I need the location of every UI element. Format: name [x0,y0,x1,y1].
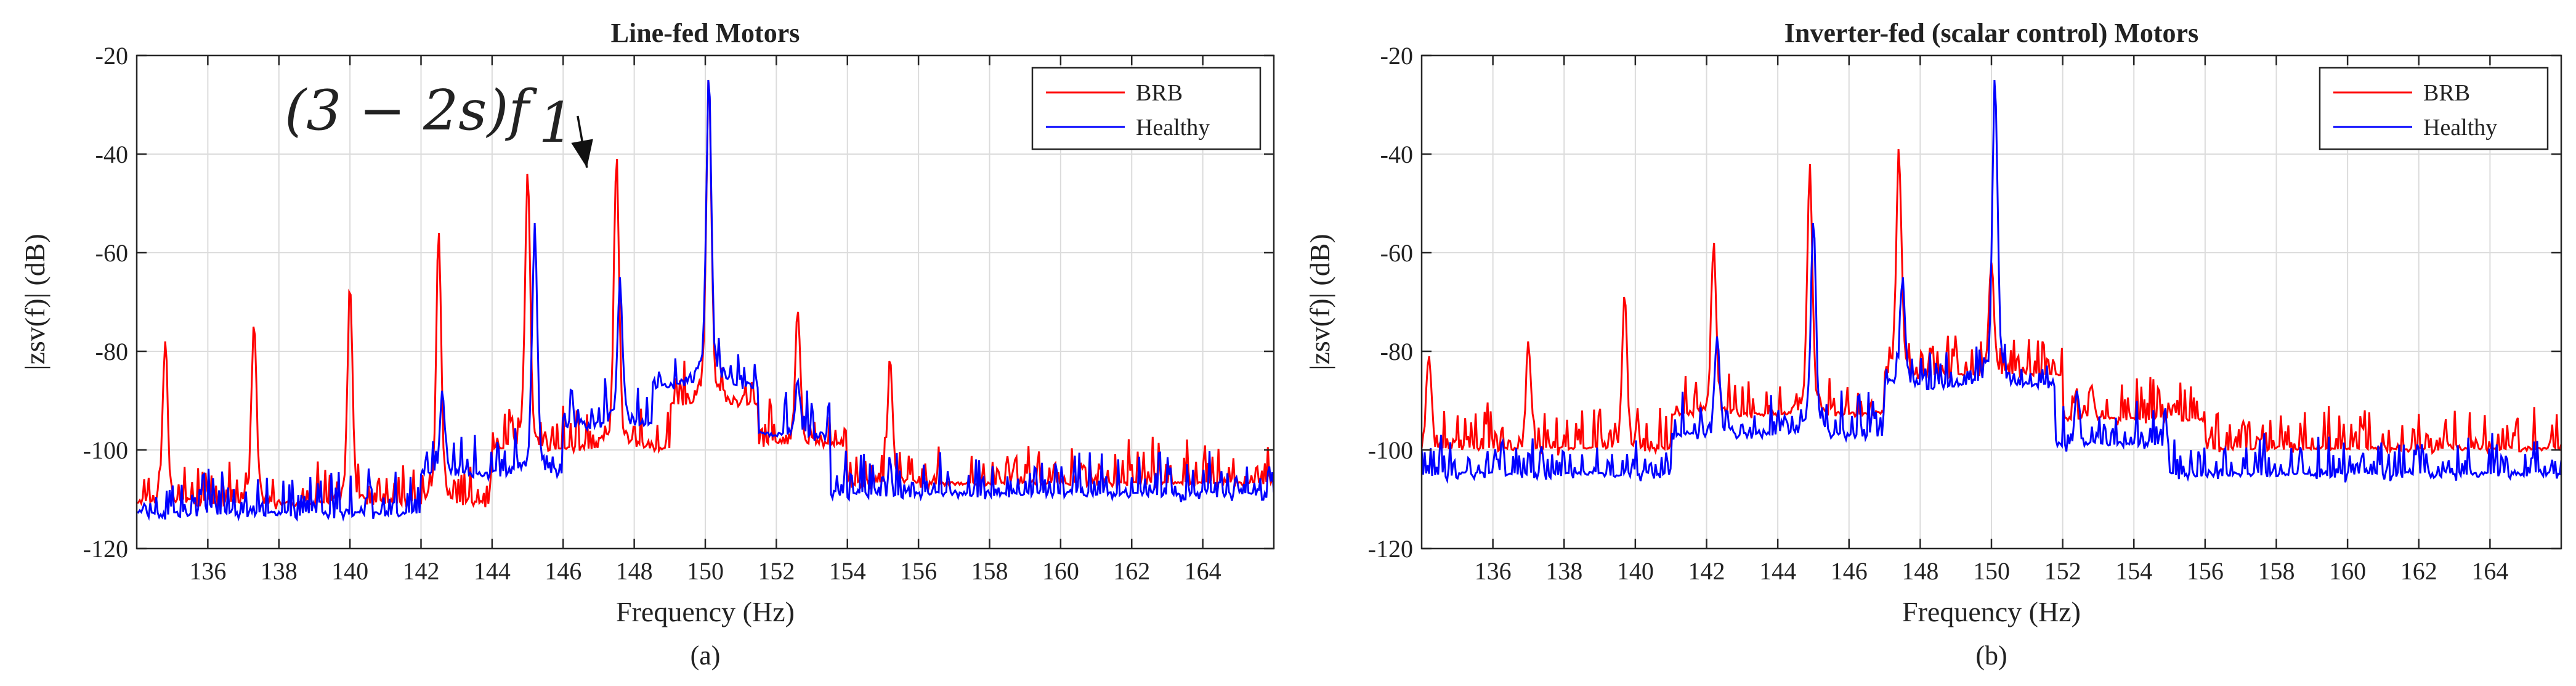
x-tick-label: 156 [900,557,937,585]
x-tick-label: 144 [1759,557,1796,585]
chart-title: Line-fed Motors [611,18,800,48]
legend-box [1031,67,1262,150]
x-tick-label: 146 [1831,557,1868,585]
panel-line-fed: 136 138 140 142 144 146 148 150 152 154 156 158 160 1… [19,18,1275,671]
y-tick-label: -40 [95,141,128,168]
x-tick-label: 136 [189,557,226,585]
x-tick-label: 142 [403,557,440,585]
x-tick-label: 162 [2400,557,2437,585]
x-tick-label: 144 [474,557,511,585]
x-tick-label: 148 [616,557,653,585]
x-tick-label: 138 [1545,557,1582,585]
x-axis-label: Frequency (Hz) [1902,596,2081,627]
x-tick-label: 150 [1973,557,2010,585]
x-tick-label: 158 [971,557,1008,585]
x-tick-label: 148 [1902,557,1938,585]
y-axis-label: |zsv(f)| (dB) [1304,234,1335,370]
y-tick-label: -20 [1380,42,1413,70]
x-axis-label: Frequency (Hz) [616,596,795,627]
x-tick-label: 160 [2329,557,2366,585]
annotation-arrow-head [571,139,593,168]
x-tick-label: 138 [261,557,298,585]
x-tick-label: 162 [1113,557,1150,585]
x-tick-label: 152 [758,557,795,585]
x-tick-label: 156 [2187,557,2224,585]
series-line-healthy [1422,80,2561,484]
y-tick-label: -120 [1368,535,1413,563]
x-tick-label: 140 [331,557,368,585]
legend-label-healthy: Healthy [1136,115,1210,141]
y-tick-label: -80 [1380,338,1413,365]
y-tick-label: -60 [95,239,128,267]
y-tick-label: -100 [83,436,128,464]
annotation-subscript: 1 [539,91,574,155]
x-tick-label: 164 [1185,557,1221,585]
x-tick-label: 152 [2044,557,2081,585]
x-tick-label: 136 [1475,557,1512,585]
y-tick-label: -120 [83,535,128,563]
annotation-label: (3 − 2s)f [285,78,538,143]
x-tick-label: 142 [1688,557,1725,585]
panel-inverter-fed: 136 138 140 142 144 146 148 150 152 154 156 158 160 1… [1304,18,2562,671]
legend-label-brb: BRB [1136,80,1183,106]
legend-label-healthy: Healthy [2423,115,2497,141]
subfigure-label: (b) [1975,640,2007,671]
x-tick-label: 146 [545,557,581,585]
series-line-healthy [137,80,1274,522]
x-tick-label: 164 [2471,557,2508,585]
y-tick-label: -40 [1380,141,1413,168]
subfigure-label: (a) [691,640,721,671]
x-tick-label: 160 [1042,557,1079,585]
y-tick-label: -20 [95,42,128,70]
x-tick-label: 154 [2115,557,2152,585]
x-tick-label: 150 [687,557,724,585]
legend-label-brb: BRB [2423,80,2470,106]
x-tick-label: 158 [2258,557,2295,585]
y-tick-label: -100 [1368,436,1413,464]
x-tick-label: 140 [1617,557,1654,585]
chart-title: Inverter-fed (scalar control) Motors [1784,18,2198,48]
y-axis-label: |zsv(f)| (dB) [19,234,51,370]
legend-box [2319,67,2549,150]
x-tick-label: 154 [829,557,866,585]
y-tick-label: -80 [95,338,128,365]
y-tick-label: -60 [1380,239,1413,267]
